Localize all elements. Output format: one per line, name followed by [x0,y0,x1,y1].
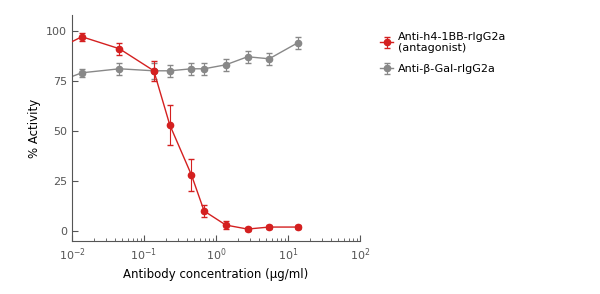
Legend: Anti-h4-1BB-rIgG2a
(antagonist), Anti-β-Gal-rIgG2a: Anti-h4-1BB-rIgG2a (antagonist), Anti-β-… [380,31,506,74]
Y-axis label: % Activity: % Activity [28,98,41,158]
X-axis label: Antibody concentration (μg/ml): Antibody concentration (μg/ml) [124,268,308,281]
